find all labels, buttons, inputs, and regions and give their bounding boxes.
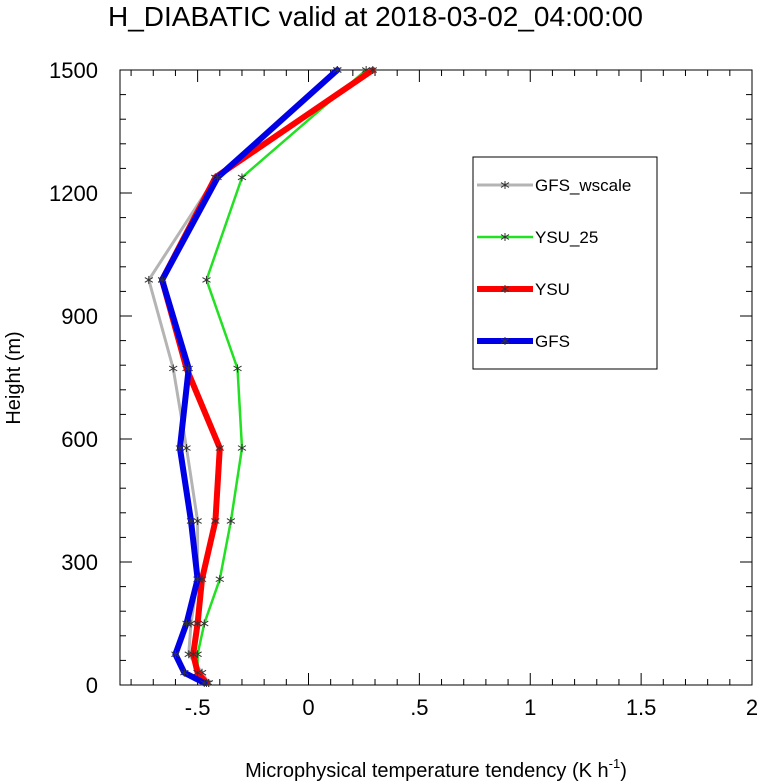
data-point-ysu-25 xyxy=(200,620,209,627)
data-point-gfs xyxy=(184,365,194,372)
data-point-ysu xyxy=(193,620,202,627)
y-tick-label: 1500 xyxy=(49,58,98,83)
data-point-gfs xyxy=(171,651,180,658)
x-axis-title: Microphysical temperature tendency (K h-… xyxy=(245,756,627,782)
legend-label-gfs: GFS xyxy=(535,332,570,351)
series-lines xyxy=(144,66,378,687)
data-point-gfs xyxy=(157,277,167,283)
data-point-ysu-25 xyxy=(361,67,371,73)
x-tick-label: 1.5 xyxy=(626,695,657,720)
legend: GFS_wscale YSU_25 YSU GFS xyxy=(472,156,658,370)
plot-frame xyxy=(119,69,753,686)
data-point-ysu-25 xyxy=(237,445,247,451)
data-point-gfs xyxy=(193,576,202,583)
x-tick-label: 2 xyxy=(746,695,758,720)
y-tick-label: 1200 xyxy=(49,181,98,206)
y-axis-title: Height (m) xyxy=(3,331,25,424)
y-tick-labels: 0 300 600 900 1200 1500 xyxy=(49,58,98,698)
data-point-gfs-wscale xyxy=(182,445,191,451)
data-point-gfs xyxy=(175,445,185,451)
data-point-gfs-wscale xyxy=(193,518,202,524)
data-point-ysu xyxy=(368,67,378,73)
data-point-gfs xyxy=(333,67,342,73)
legend-label-gfs-wscale: GFS_wscale xyxy=(535,176,631,195)
legend-item-gfs: GFS xyxy=(477,332,570,351)
data-point-ysu-25 xyxy=(233,365,242,372)
y-tick-label: 600 xyxy=(61,427,98,452)
axis-ticks xyxy=(120,69,753,686)
y-tick-label: 300 xyxy=(61,550,98,575)
legend-marker-ysu-25 xyxy=(500,234,510,240)
legend-item-ysu: YSU xyxy=(477,280,570,299)
x-tick-label: 1 xyxy=(524,695,536,720)
data-point-gfs xyxy=(182,620,191,627)
y-tick-label: 900 xyxy=(61,304,98,329)
legend-label-ysu: YSU xyxy=(535,280,570,299)
legend-marker-gfs xyxy=(500,338,510,344)
x-axis-title-main: Microphysical temperature tendency (K h xyxy=(245,760,609,782)
chart-title: H_DIABATIC valid at 2018-03-02_04:00:00 xyxy=(108,1,643,32)
x-axis-title-end: ) xyxy=(620,760,627,782)
data-point-gfs xyxy=(186,518,196,524)
x-tick-label: -.5 xyxy=(185,695,211,720)
data-point-ysu-25 xyxy=(215,576,225,583)
data-point-ysu xyxy=(215,445,225,451)
x-tick-labels: -.5 0 .5 1 1.5 2 xyxy=(185,695,758,720)
data-point-ysu-25 xyxy=(202,277,211,283)
x-tick-label: 0 xyxy=(302,695,314,720)
legend-box xyxy=(472,156,658,370)
data-point-gfs-wscale xyxy=(144,277,154,283)
x-axis-title-superscript: -1 xyxy=(609,756,621,771)
y-tick-label: 0 xyxy=(86,673,98,698)
x-tick-label: .5 xyxy=(410,695,428,720)
data-point-gfs xyxy=(180,669,189,676)
data-point-gfs xyxy=(200,680,209,686)
data-point-ysu xyxy=(211,518,220,524)
legend-marker-ysu xyxy=(500,286,510,292)
data-point-ysu-25 xyxy=(226,518,236,524)
legend-label-ysu-25: YSU_25 xyxy=(535,228,598,247)
data-point-gfs xyxy=(213,174,222,181)
data-point-gfs-wscale xyxy=(168,365,178,372)
data-point-ysu xyxy=(193,669,202,676)
series-gfs xyxy=(157,66,342,687)
data-point-ysu xyxy=(188,651,198,658)
plot-area-border xyxy=(119,69,753,686)
legend-item-gfs-wscale: GFS_wscale xyxy=(477,176,631,195)
series-ysu-25 xyxy=(193,66,371,687)
series-line-ysu-25 xyxy=(196,68,368,685)
legend-marker-gfs-wscale xyxy=(500,182,510,188)
data-point-ysu-25 xyxy=(237,174,247,181)
series-line-gfs xyxy=(159,67,341,686)
legend-item-ysu-25: YSU_25 xyxy=(477,228,598,247)
